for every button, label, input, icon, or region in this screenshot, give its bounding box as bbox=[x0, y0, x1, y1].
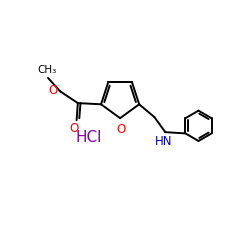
Text: HN: HN bbox=[155, 135, 173, 148]
Text: O: O bbox=[69, 122, 78, 135]
Text: HCl: HCl bbox=[75, 130, 102, 145]
Text: O: O bbox=[117, 122, 126, 136]
Text: O: O bbox=[48, 84, 57, 97]
Text: CH₃: CH₃ bbox=[37, 66, 56, 76]
